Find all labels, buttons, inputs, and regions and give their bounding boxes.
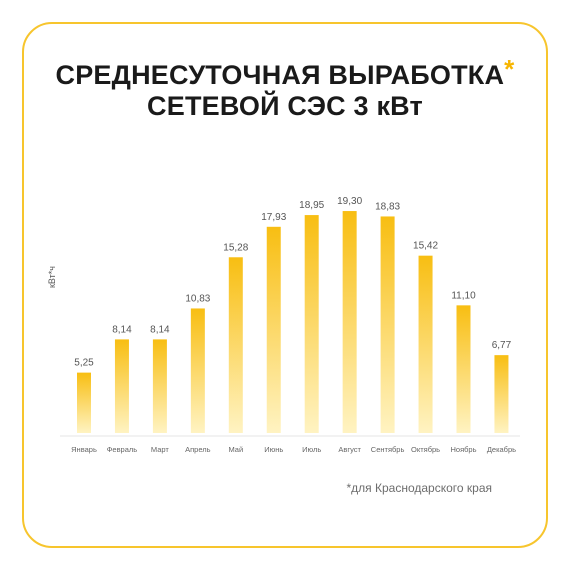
category-label-9: Сентябрь: [371, 445, 405, 454]
bar-7: [304, 215, 319, 433]
category-label-5: Май: [228, 445, 243, 454]
value-label-7: 18,95: [299, 200, 324, 211]
value-label-1: 5,25: [74, 358, 94, 369]
footnote: *для Краснодарского края: [346, 481, 492, 495]
value-label-4: 10,83: [185, 293, 210, 304]
value-label-9: 18,83: [375, 201, 400, 212]
title-line-2: СЕТЕВОЙ СЭС 3 кВт: [147, 91, 423, 121]
category-label-4: Апрель: [185, 445, 211, 454]
bar-11: [456, 305, 471, 433]
chart-title: СРЕДНЕСУТОЧНАЯ ВЫРАБОТКА* СЕТЕВОЙ СЭС 3 …: [0, 54, 570, 122]
category-label-12: Декабрь: [487, 445, 516, 454]
bar-9: [380, 216, 395, 433]
value-label-10: 15,42: [413, 241, 438, 252]
value-label-3: 8,14: [150, 324, 170, 335]
title-asterisk: *: [504, 54, 515, 84]
card-frame: [22, 22, 548, 548]
bar-8: [342, 211, 357, 433]
bar-10: [418, 255, 433, 433]
category-label-1: Январь: [71, 445, 97, 454]
category-label-7: Июль: [302, 445, 321, 454]
bar-12: [494, 355, 509, 433]
category-label-10: Октябрь: [411, 445, 440, 454]
bar-1: [77, 372, 91, 433]
bar-4: [190, 308, 205, 433]
value-label-5: 15,28: [223, 242, 248, 253]
bar-2: [114, 339, 129, 433]
value-label-2: 8,14: [112, 324, 132, 335]
category-label-8: Август: [338, 445, 361, 454]
bar-3: [152, 339, 167, 433]
bar-5: [228, 257, 243, 433]
title-line-1: СРЕДНЕСУТОЧНАЯ ВЫРАБОТКА: [55, 60, 505, 90]
category-label-3: Март: [151, 445, 170, 454]
value-label-6: 17,93: [261, 212, 286, 223]
bar-6: [266, 226, 281, 433]
category-label-2: Февраль: [107, 445, 138, 454]
value-label-8: 19,30: [337, 196, 362, 207]
value-label-12: 6,77: [492, 340, 512, 351]
category-label-11: Ноябрь: [450, 445, 476, 454]
value-label-11: 11,10: [451, 290, 476, 301]
category-label-6: Июнь: [264, 445, 283, 454]
